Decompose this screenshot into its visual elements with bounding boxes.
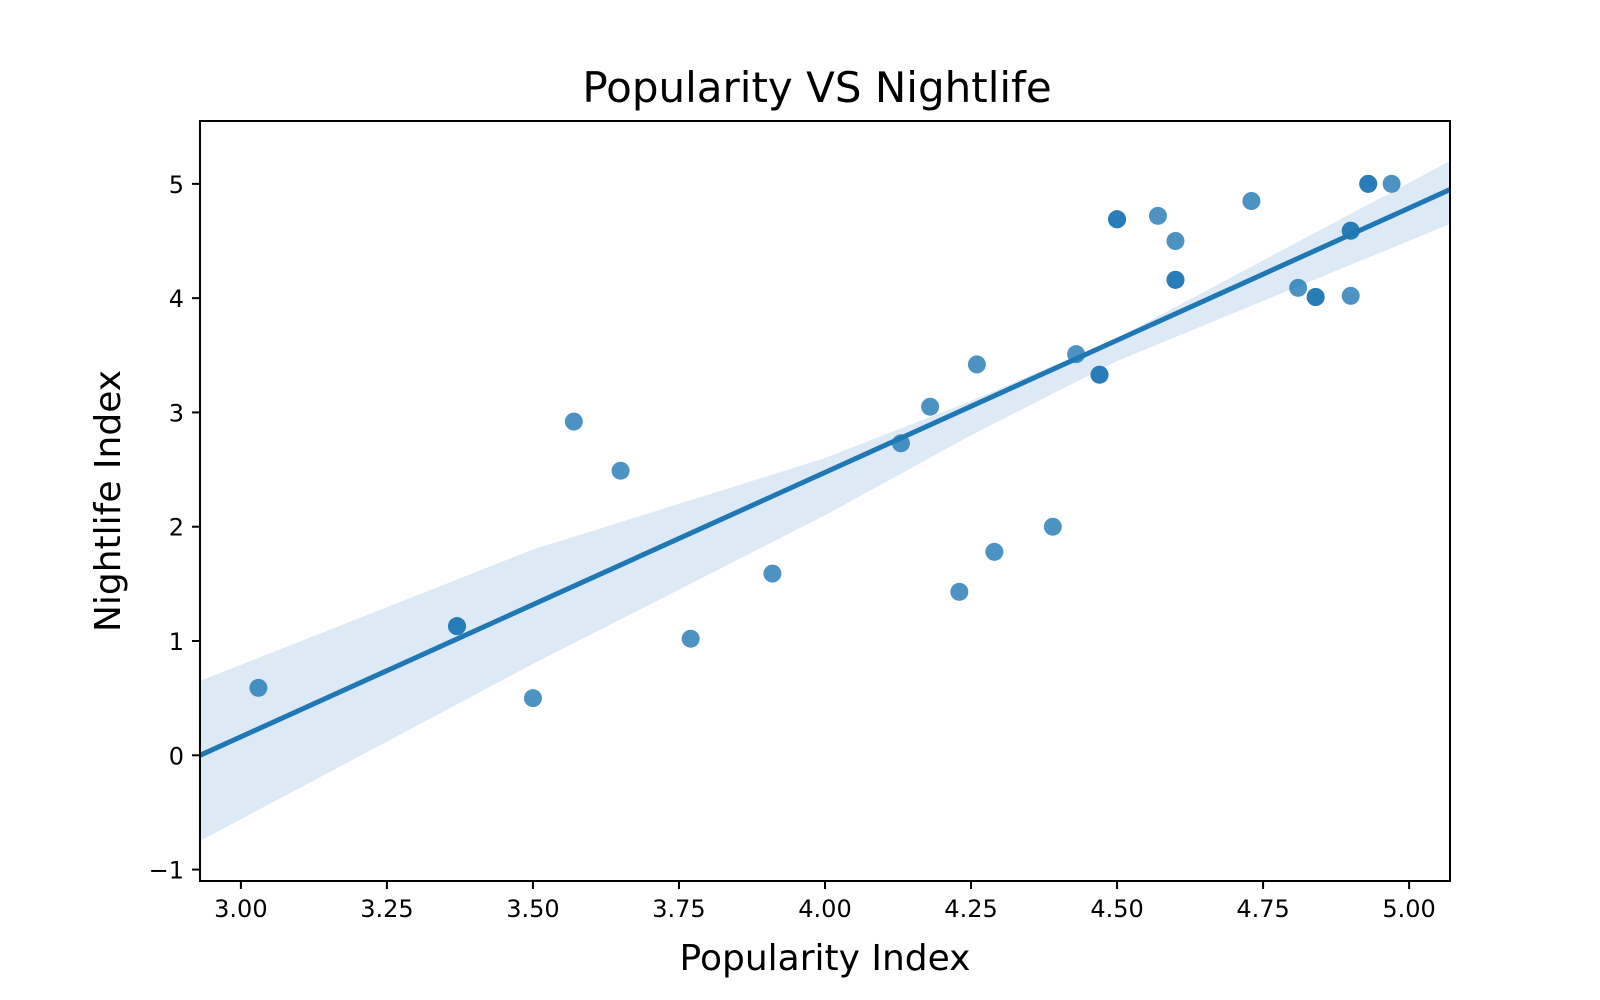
data-point (1306, 288, 1325, 306)
data-point (1166, 270, 1185, 289)
y-tick-label: 2 (169, 514, 184, 542)
x-axis-label: Popularity Index (680, 938, 971, 979)
x-tick-label: 3.50 (506, 895, 559, 923)
data-point (1148, 206, 1167, 225)
data-point (523, 689, 542, 708)
y-axis-label: Nightlife Index (88, 370, 129, 632)
data-point (950, 582, 969, 601)
x-tick-label: 3.00 (214, 895, 267, 923)
x-tick-label: 4.25 (944, 895, 997, 923)
x-tick-label: 4.00 (798, 895, 851, 923)
data-point (985, 542, 1004, 561)
data-point (448, 617, 467, 636)
y-axis-ticks: −1 0 1 2 3 4 5 (149, 171, 200, 885)
x-tick-label: 3.75 (652, 895, 705, 923)
y-tick-label: 3 (169, 399, 184, 427)
data-point (681, 629, 700, 648)
data-point (1359, 174, 1378, 193)
data-point (249, 678, 268, 697)
data-point (1108, 210, 1127, 229)
y-tick-label: 1 (169, 628, 184, 656)
data-point (1090, 365, 1109, 384)
data-point (1043, 517, 1062, 536)
data-point (1341, 221, 1360, 240)
confidence-band (200, 161, 1450, 841)
regression-line (198, 187, 1452, 758)
y-tick-label: 5 (169, 171, 184, 199)
data-point (564, 412, 583, 431)
x-axis-ticks: 3.00 3.25 3.50 3.75 4.00 4.25 4.50 4.75 5.00 (214, 881, 1436, 923)
x-tick-label: 3.25 (360, 895, 413, 923)
chart-title: Popularity VS Nightlife (582, 63, 1051, 112)
data-point (1341, 286, 1360, 305)
data-point (611, 461, 630, 480)
x-tick-label: 4.50 (1090, 895, 1143, 923)
data-point (1166, 232, 1185, 250)
y-tick-label: −1 (149, 857, 184, 885)
x-tick-label: 4.75 (1236, 895, 1289, 923)
data-point (1242, 192, 1261, 210)
y-tick-label: 4 (169, 285, 184, 313)
regression-line-layer (198, 187, 1452, 758)
data-point (967, 355, 986, 374)
data-point (1289, 278, 1308, 297)
data-points-layer (249, 174, 1401, 708)
data-point (763, 564, 782, 583)
data-point (891, 434, 910, 453)
data-point (921, 397, 940, 416)
data-point (1382, 174, 1401, 193)
x-tick-label: 5.00 (1382, 895, 1435, 923)
confidence-band-layer (200, 161, 1450, 841)
y-tick-label: 0 (169, 742, 184, 770)
data-point (1067, 345, 1086, 364)
